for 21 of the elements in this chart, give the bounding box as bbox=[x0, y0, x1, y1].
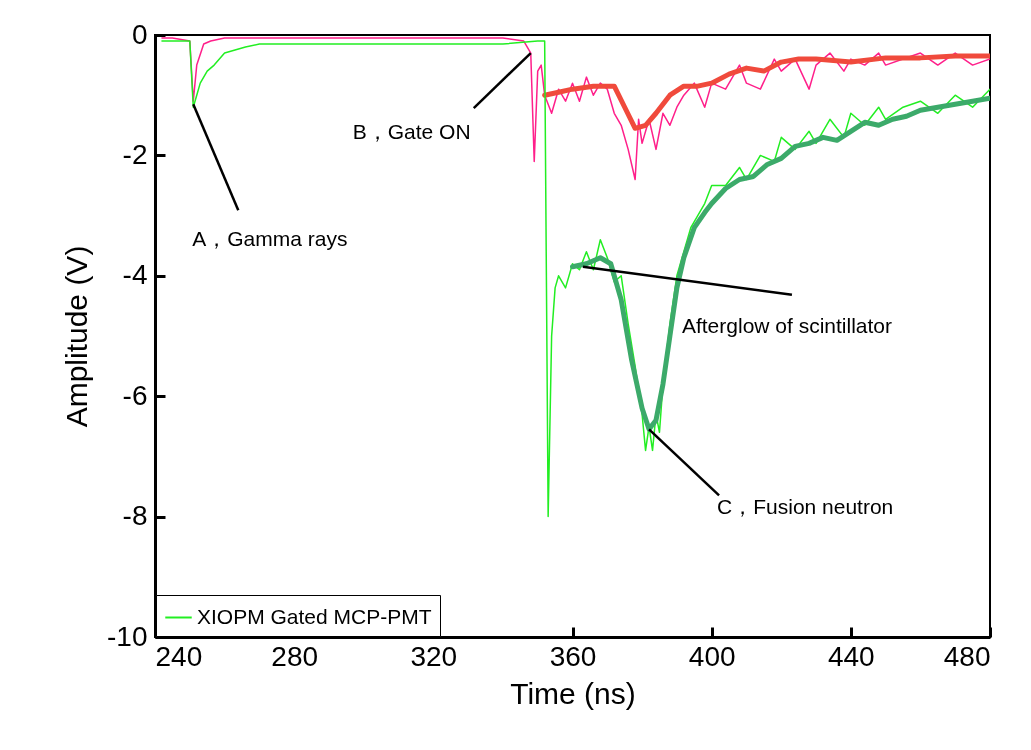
x-tick-label: 440 bbox=[827, 640, 875, 672]
y-tick-label: -4 bbox=[122, 259, 148, 291]
annotation: B，Gate ON bbox=[352, 120, 471, 144]
x-tick-label: 400 bbox=[688, 640, 736, 672]
x-tick-label: 280 bbox=[271, 640, 319, 672]
line-series bbox=[161, 37, 990, 181]
x-tick-label: 320 bbox=[410, 640, 458, 672]
annotation: C，Fusion neutron bbox=[717, 495, 894, 519]
x-tick-label: 480 bbox=[943, 640, 991, 672]
y-tick-label: -8 bbox=[122, 500, 148, 532]
x-tick-label: 240 bbox=[155, 640, 203, 672]
legend-label: XIOPM Gated MCP-PMT bbox=[197, 604, 432, 628]
x-tick-label: 360 bbox=[549, 640, 597, 672]
annotation: Afterglow of scintillator bbox=[681, 313, 893, 337]
annotation: A，Gamma rays bbox=[192, 227, 348, 251]
y-tick-label: -6 bbox=[122, 379, 148, 411]
y-axis-title: Amplitude (V) bbox=[60, 245, 94, 428]
y-tick-label: -10 bbox=[107, 620, 148, 652]
x-axis-title: Time (ns) bbox=[510, 676, 636, 710]
y-tick-label: -2 bbox=[122, 138, 148, 170]
y-tick-label: 0 bbox=[131, 18, 148, 50]
